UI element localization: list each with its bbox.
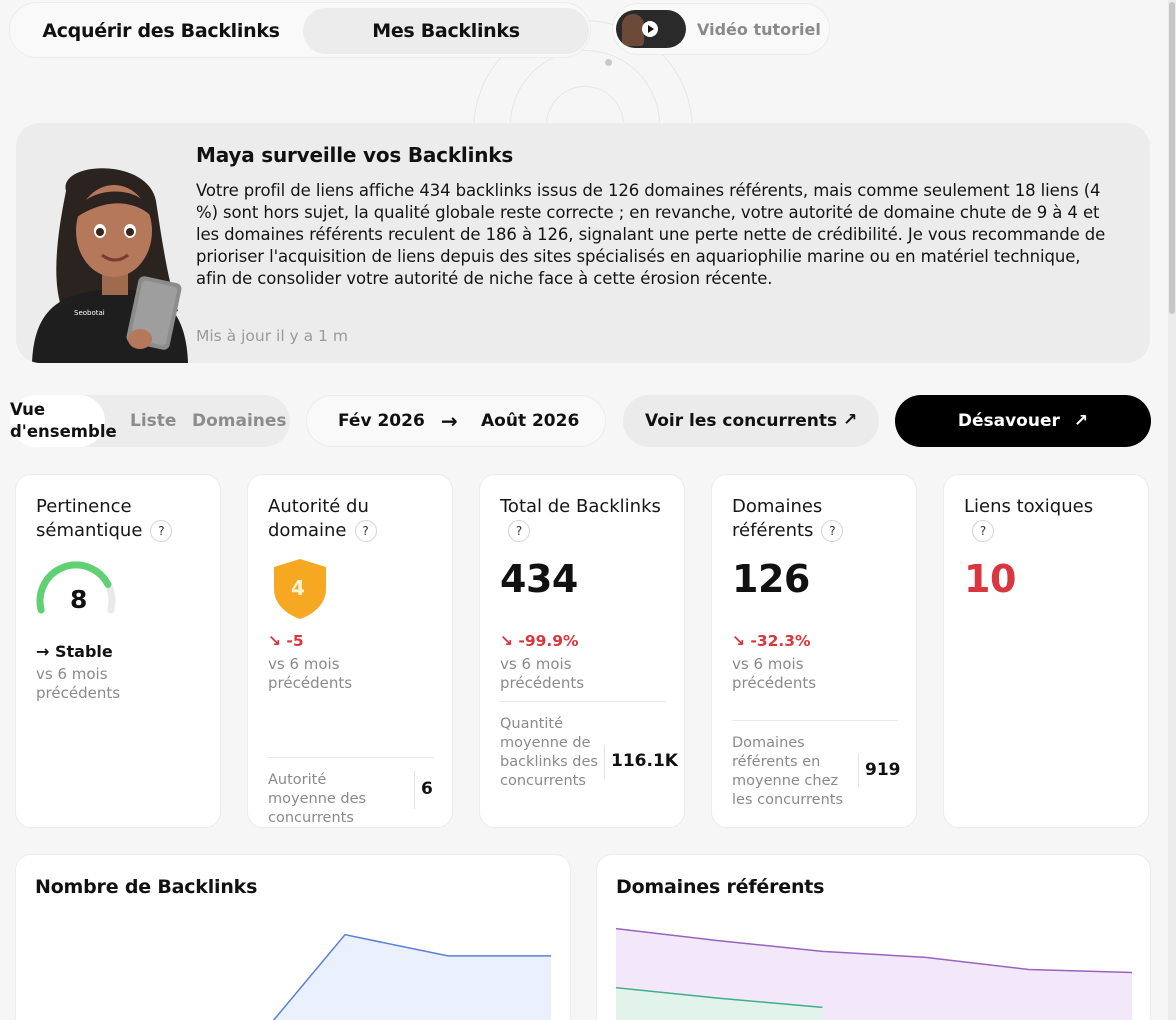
- view-competitors-label: Voir les concurrents: [645, 411, 838, 431]
- carousel-dot: [605, 59, 612, 66]
- tab-my-backlinks[interactable]: Mes Backlinks: [303, 8, 589, 54]
- series-line: [615, 986, 823, 1009]
- series-area: [273, 934, 551, 1020]
- trend-stable: → Stable: [36, 642, 113, 661]
- maya-avatar: Seobotai: [32, 168, 188, 363]
- view-domains-option[interactable]: Domaines: [192, 411, 287, 431]
- comparison-period: vs 6 mois précédents: [268, 655, 353, 692]
- video-thumbnail[interactable]: [616, 10, 686, 48]
- tab-acquire-backlinks[interactable]: Acquérir des Backlinks: [42, 20, 280, 42]
- chart-title: Nombre de Backlinks: [35, 876, 258, 898]
- scrollbar-thumb[interactable]: [1169, 2, 1175, 314]
- external-link-icon: ↗: [1073, 411, 1089, 431]
- toxic-links-value: 10: [964, 557, 1016, 601]
- comparison-period: vs 6 mois précédents: [500, 655, 585, 692]
- competitor-average-value: 6: [421, 779, 433, 799]
- competitor-average-value: 919: [865, 760, 901, 780]
- maya-insight-card: Seobotai Maya surveille vos Backlinks Vo…: [16, 123, 1150, 363]
- comparison-period: vs 6 mois précédents: [36, 665, 121, 702]
- external-link-icon: ↗: [843, 410, 858, 430]
- backlinks-chart-card: Nombre de Backlinks: [15, 854, 571, 1020]
- gauge-fill: [36, 561, 112, 614]
- chart-title: Domaines référents: [616, 876, 825, 898]
- delta-value: ↘ -99.9%: [500, 632, 579, 650]
- view-list-option[interactable]: Liste: [130, 411, 177, 431]
- referring-domains-value: 126: [732, 557, 810, 601]
- view-competitors-button[interactable]: Voir les concurrents ↗: [623, 395, 879, 447]
- date-from: Fév 2026: [338, 411, 425, 431]
- help-icon[interactable]: ?: [508, 520, 530, 542]
- video-tutorial-button[interactable]: Vidéo tutoriel: [612, 3, 830, 55]
- series-line: [615, 927, 1133, 974]
- delta-value: ↘ -5: [268, 632, 304, 650]
- help-icon[interactable]: ?: [354, 520, 377, 542]
- date-range-picker[interactable]: Fév 2026 → Août 2026: [306, 395, 606, 447]
- view-overview-option[interactable]: Vue d'ensemble: [10, 395, 117, 447]
- series-area: [616, 987, 823, 1020]
- maya-message: Votre profil de liens affiche 434 backli…: [196, 181, 1106, 288]
- video-tutorial-label: Vidéo tutoriel: [697, 19, 821, 39]
- kpi-title: Liens toxiques?: [964, 495, 1139, 543]
- comparison-period: vs 6 mois précédents: [732, 655, 817, 692]
- kpi-title: Total de Backlinks?: [500, 495, 675, 543]
- competitor-average-label: Domaines référents en moyenne chez les c…: [732, 735, 844, 808]
- shield-icon: [274, 559, 326, 619]
- kpi-domain-authority: Autorité du domaine? 4 ↘ -5 vs 6 mois pr…: [247, 474, 453, 828]
- help-icon[interactable]: ?: [150, 520, 173, 542]
- kpi-title: Pertinence sémantique?: [36, 495, 211, 543]
- series-line: [272, 933, 551, 1020]
- total-backlinks-value: 434: [500, 557, 578, 601]
- view-overview-label: Vue d'ensemble: [10, 400, 117, 441]
- kpi-referring-domains: Domaines référents? 126 ↘ -32.3% vs 6 mo…: [711, 474, 917, 828]
- kpi-toxic-links: Liens toxiques? 10: [943, 474, 1149, 828]
- kpi-title: Autorité du domaine?: [268, 495, 443, 543]
- divider: [268, 757, 434, 758]
- semantic-gauge: [36, 561, 116, 614]
- date-to: Août 2026: [481, 411, 580, 431]
- kpi-total-backlinks: Total de Backlinks? 434 ↘ -99.9% vs 6 mo…: [479, 474, 685, 828]
- maya-title: Maya surveille vos Backlinks: [196, 143, 514, 167]
- competitor-average-label: Quantité moyenne de backlinks des concur…: [500, 716, 598, 789]
- delta-value: ↘ -32.3%: [732, 632, 811, 650]
- divider: [500, 701, 666, 702]
- disavow-button[interactable]: Désavouer ↗: [895, 395, 1151, 447]
- view-toggle: Vue d'ensemble Liste Domaines: [10, 395, 290, 447]
- divider: [604, 745, 605, 779]
- semantic-score: 8: [70, 585, 88, 614]
- referring-domains-chart: [615, 927, 1133, 1020]
- maya-updated-time: Mis à jour il y a 1 m: [196, 327, 348, 345]
- top-tab-bar: Acquérir des Backlinks Mes Backlinks: [9, 2, 591, 58]
- backlinks-chart: [272, 933, 551, 1020]
- help-icon[interactable]: ?: [821, 520, 844, 542]
- presenter-thumbnail: [622, 14, 644, 46]
- divider: [858, 753, 859, 787]
- maya-shirt-label: Seobotai: [74, 309, 105, 317]
- competitor-average-label: Autorité moyenne des concurrents: [268, 772, 367, 826]
- arrow-right-icon: →: [441, 409, 458, 433]
- divider: [414, 771, 415, 809]
- authority-value: 4: [291, 576, 305, 600]
- disavow-label: Désavouer: [957, 411, 1060, 431]
- competitor-average-value: 116.1K: [611, 751, 678, 771]
- divider: [732, 720, 898, 721]
- series-area: [616, 928, 1132, 1020]
- play-icon: [642, 21, 658, 37]
- referring-domains-chart-card: Domaines référents: [596, 854, 1151, 1020]
- scrollbar[interactable]: [1168, 0, 1176, 1020]
- kpi-title: Domaines référents?: [732, 495, 907, 543]
- kpi-semantic-relevance: Pertinence sémantique? 8 → Stable vs 6 m…: [15, 474, 221, 828]
- help-icon[interactable]: ?: [972, 520, 994, 542]
